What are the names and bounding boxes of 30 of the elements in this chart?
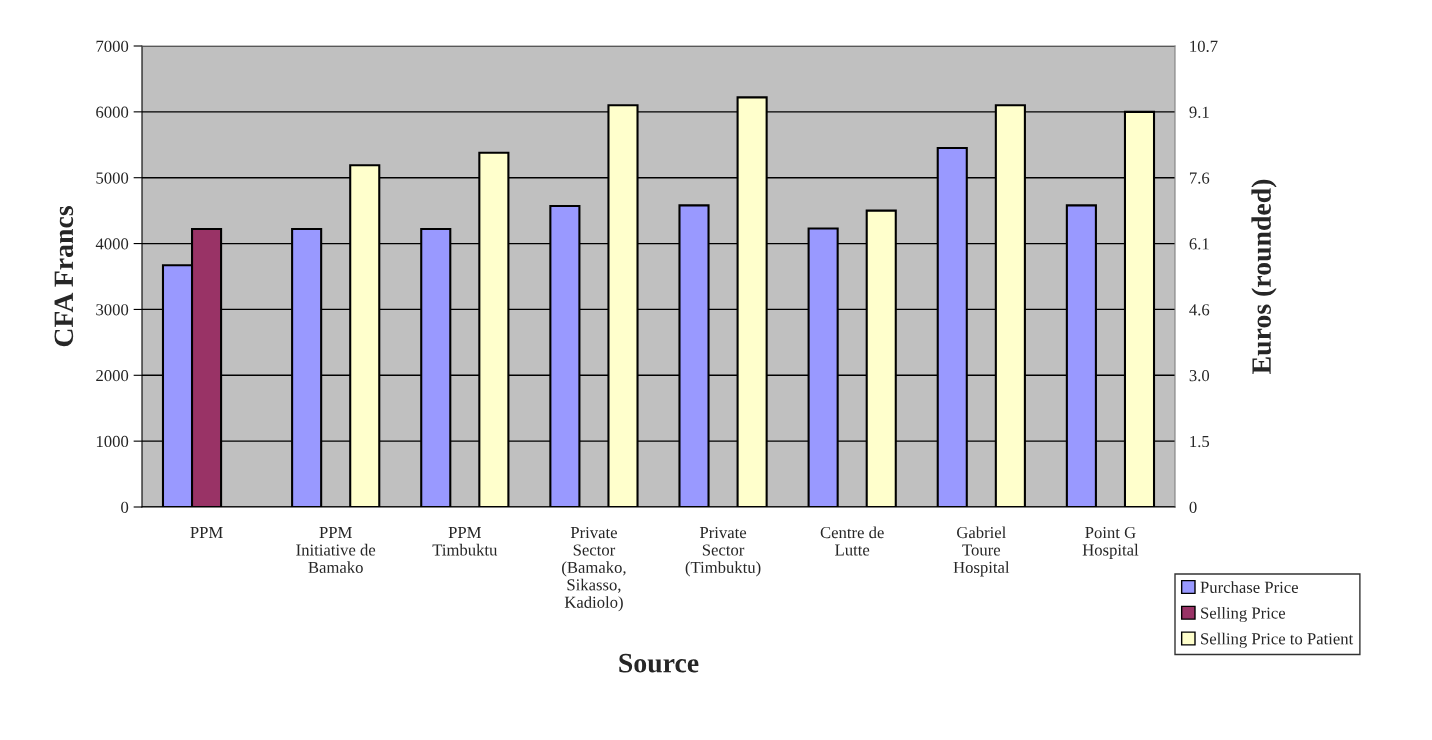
y-tick-label: 4000 [95, 238, 129, 250]
x-tick-label: Private Sector (Bamako, Sikasso, Kadiolo) [562, 526, 626, 612]
y2-axis-title: Euros (rounded) [1251, 179, 1277, 374]
x-tick-label: PPM [190, 527, 223, 539]
y-tick-label: 3000 [96, 304, 129, 316]
y-tick-label: 7000 [96, 40, 129, 52]
x-tick-label: Private Sector (Timbuktu) [685, 526, 761, 577]
y2-tick-label: 9.1 [1189, 106, 1209, 118]
y2-tick-label: 1.5 [1190, 435, 1210, 448]
legend-label: Purchase Price [1200, 581, 1298, 593]
x-tick-label: Gabriel Toure Hospital [953, 526, 1010, 577]
y2-tick-label: 4.6 [1189, 304, 1210, 316]
y-tick-label: 0 [121, 501, 129, 513]
x-axis-title: Source [619, 653, 699, 673]
legend-label: Selling Price [1201, 606, 1286, 623]
y2-tick-label: 6.1 [1189, 238, 1209, 250]
x-tick-label: Centre de Lutte [820, 526, 884, 556]
x-tick-label: PPM Initiative de Bamako [296, 527, 376, 574]
y-tick-label: 5000 [96, 172, 129, 184]
y2-tick-label: 10.7 [1190, 40, 1218, 53]
y2-tick-label: 3.0 [1189, 369, 1210, 382]
y2-tick-label: 0 [1189, 501, 1197, 513]
x-tick-label: Point G Hospital [1082, 526, 1139, 559]
legend-label: Selling Price to Patient [1201, 632, 1354, 648]
y-axis-title: CFA Francs [54, 206, 74, 347]
x-tick-label: PPM Timbuktu [432, 527, 498, 556]
y-tick-label: 2000 [96, 369, 129, 382]
y-tick-label: 1000 [96, 435, 129, 448]
y2-tick-label: 7.6 [1189, 172, 1210, 184]
y-tick-label: 6000 [96, 106, 129, 118]
